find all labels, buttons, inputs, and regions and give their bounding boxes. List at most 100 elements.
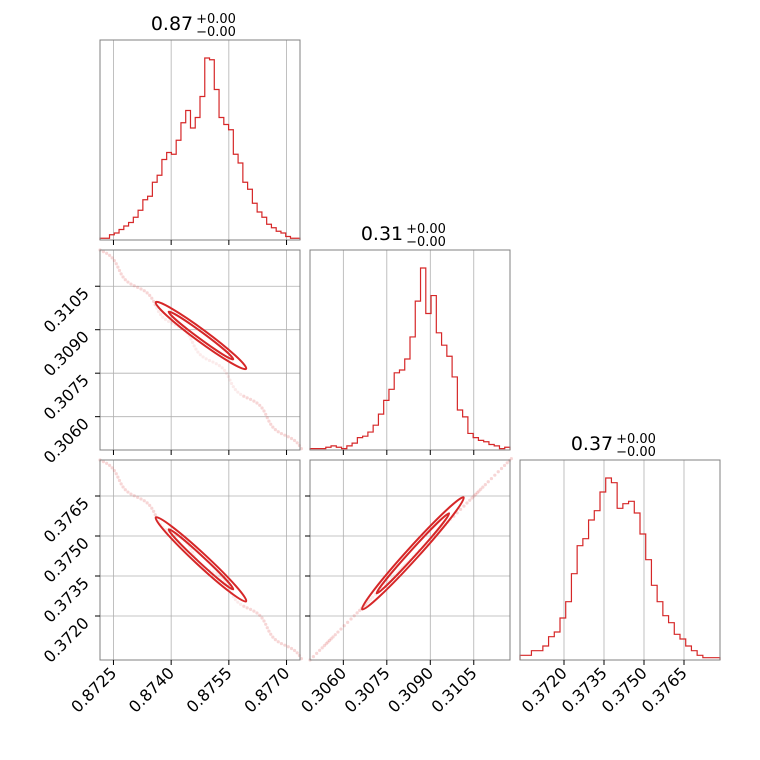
scatter-point-p0_p1-12	[126, 280, 130, 284]
scatter-point-p1_p2-2	[315, 651, 319, 655]
scatter-point-p0_p2-80	[299, 657, 303, 661]
scatter-point-p0_p1-10	[121, 275, 125, 279]
y-tick-label-1-0: 0.3060	[40, 414, 93, 467]
x-tick-label-1-0: 0.3060	[297, 663, 350, 716]
scatter-point-p0_p2-56	[236, 600, 240, 604]
scatter-point-p0_p1-25	[158, 312, 163, 317]
panel-title-plus-2: +0.00	[616, 432, 656, 447]
scatter-point-p0_p2-37	[190, 550, 195, 555]
scatter-point-p0_p1-11	[123, 278, 127, 282]
scatter-point-p0_p2-6	[114, 472, 118, 476]
scatter-point-p0_p1-1	[101, 249, 106, 254]
panel-frame-2-2	[519, 459, 721, 661]
scatter-point-p0_p2-65	[262, 619, 266, 623]
scatter-point-p0_p2-62	[255, 611, 259, 615]
contour-inner-p1_p2	[375, 512, 451, 595]
scatter-point-p1_p2-80	[509, 457, 513, 461]
scatter-point-p0_p1-26	[161, 315, 165, 319]
scatter-point-p0_p2-11	[123, 488, 127, 492]
scatter-point-p0_p2-17	[142, 499, 146, 503]
scatter-point-p0_p1-59	[245, 396, 249, 400]
scatter-point-p0_p1-9	[119, 272, 123, 276]
scatter-point-p0_p1-5	[112, 259, 116, 263]
scatter-point-p0_p1-39	[194, 347, 198, 351]
scatter-point-p0_p2-76	[289, 646, 294, 651]
scatter-point-p0_p1-49	[222, 368, 227, 373]
x-tick-label-0-2: 0.8755	[183, 663, 236, 716]
scatter-point-p0_p2-78	[295, 651, 299, 655]
scatter-point-p1_p2-9	[329, 637, 333, 641]
scatter-point-p0_p1-37	[190, 340, 195, 345]
scatter-point-p0_p1-14	[132, 284, 136, 288]
scatter-point-p0_p2-60	[248, 607, 253, 612]
scatter-point-p0_p1-24	[156, 309, 161, 314]
contour-outer-p1_p2	[360, 496, 465, 611]
scatter-point-p1_p2-12	[336, 630, 340, 634]
scatter-point-p0_p1-19	[148, 293, 152, 297]
scatter-point-p0_p2-77	[292, 648, 297, 653]
scatter-point-p0_p1-56	[236, 390, 240, 394]
y-tick-label-1-2: 0.3090	[40, 327, 93, 380]
scatter-point-p0_p1-7	[116, 265, 120, 269]
scatter-point-p0_p1-46	[214, 362, 218, 366]
scatter-point-p0_p2-1	[101, 459, 106, 464]
y-tick-label-1-1: 0.3075	[40, 371, 93, 424]
scatter-point-p0_p1-60	[248, 397, 253, 402]
scatter-point-p0_p1-77	[292, 438, 297, 443]
scatter-point-p0_p2-58	[242, 604, 246, 608]
scatter-point-p1_p2-24	[366, 599, 371, 604]
scatter-point-p0_p1-73	[279, 431, 284, 436]
scatter-point-p0_p1-4	[110, 256, 114, 260]
scatter-point-p1_p2-67	[475, 491, 479, 495]
scatter-point-p0_p2-73	[279, 641, 284, 646]
scatter-point-p1_p2-3	[318, 648, 322, 652]
scatter-point-p0_p2-59	[245, 606, 249, 610]
scatter-point-p0_p2-5	[112, 469, 116, 473]
scatter-point-p1_p2-61	[462, 504, 466, 508]
scatter-point-p1_p2-63	[468, 498, 472, 502]
scatter-point-p0_p1-53	[229, 381, 234, 386]
scatter-point-p1_p2-71	[483, 483, 487, 487]
panel-frame-1-0	[99, 249, 301, 451]
scatter-point-p0_p1-29	[170, 321, 174, 325]
scatter-point-p1_p2-11	[333, 633, 337, 637]
histogram-1	[309, 267, 511, 450]
scatter-point-p1_p2-16	[349, 617, 353, 621]
scatter-point-p0_p1-78	[295, 441, 299, 445]
scatter-point-p0_p1-55	[233, 388, 237, 392]
scatter-point-p0_p1-52	[228, 378, 232, 382]
scatter-point-p0_p1-13	[129, 282, 133, 286]
scatter-point-p0_p1-57	[239, 392, 243, 396]
scatter-point-p0_p2-18	[145, 501, 149, 505]
scatter-point-p0_p2-61	[252, 609, 256, 613]
scatter-point-p0_p1-80	[299, 447, 303, 451]
panel-title-plus-0: +0.00	[196, 12, 236, 27]
scatter-point-p0_p2-16	[139, 497, 143, 501]
scatter-point-p0_p2-75	[286, 645, 290, 649]
scatter-point-p0_p1-64	[260, 406, 264, 410]
scatter-point-p1_p2-1	[311, 654, 316, 659]
scatter-point-p0_p2-21	[152, 509, 156, 513]
scatter-point-p0_p2-66	[264, 622, 268, 626]
scatter-point-p0_p2-8	[117, 478, 122, 483]
scatter-point-p0_p1-45	[211, 360, 215, 364]
contour-outer-p0_p2	[154, 516, 248, 603]
x-tick-label-1-2: 0.3090	[384, 663, 437, 716]
panel-title-minus-1: −0.00	[406, 235, 446, 250]
scatter-point-p1_p2-6	[324, 642, 328, 646]
scatter-point-p0_p1-48	[220, 366, 224, 370]
scatter-point-p1_p2-19	[358, 608, 362, 612]
scatter-point-p1_p2-17	[352, 614, 356, 618]
scatter-point-p0_p1-62	[255, 401, 259, 405]
panel-title-plus-1: +0.00	[406, 222, 446, 237]
scatter-point-p1_p2-72	[486, 480, 490, 484]
scatter-point-p0_p1-54	[231, 385, 235, 389]
scatter-point-p0_p1-40	[196, 350, 200, 354]
scatter-point-p1_p2-62	[465, 501, 469, 505]
scatter-point-p0_p2-10	[121, 485, 125, 489]
scatter-point-p0_p1-20	[150, 296, 154, 300]
histogram-0	[99, 57, 301, 240]
scatter-point-p0_p2-72	[276, 640, 280, 644]
scatter-point-p0_p1-66	[264, 412, 268, 416]
